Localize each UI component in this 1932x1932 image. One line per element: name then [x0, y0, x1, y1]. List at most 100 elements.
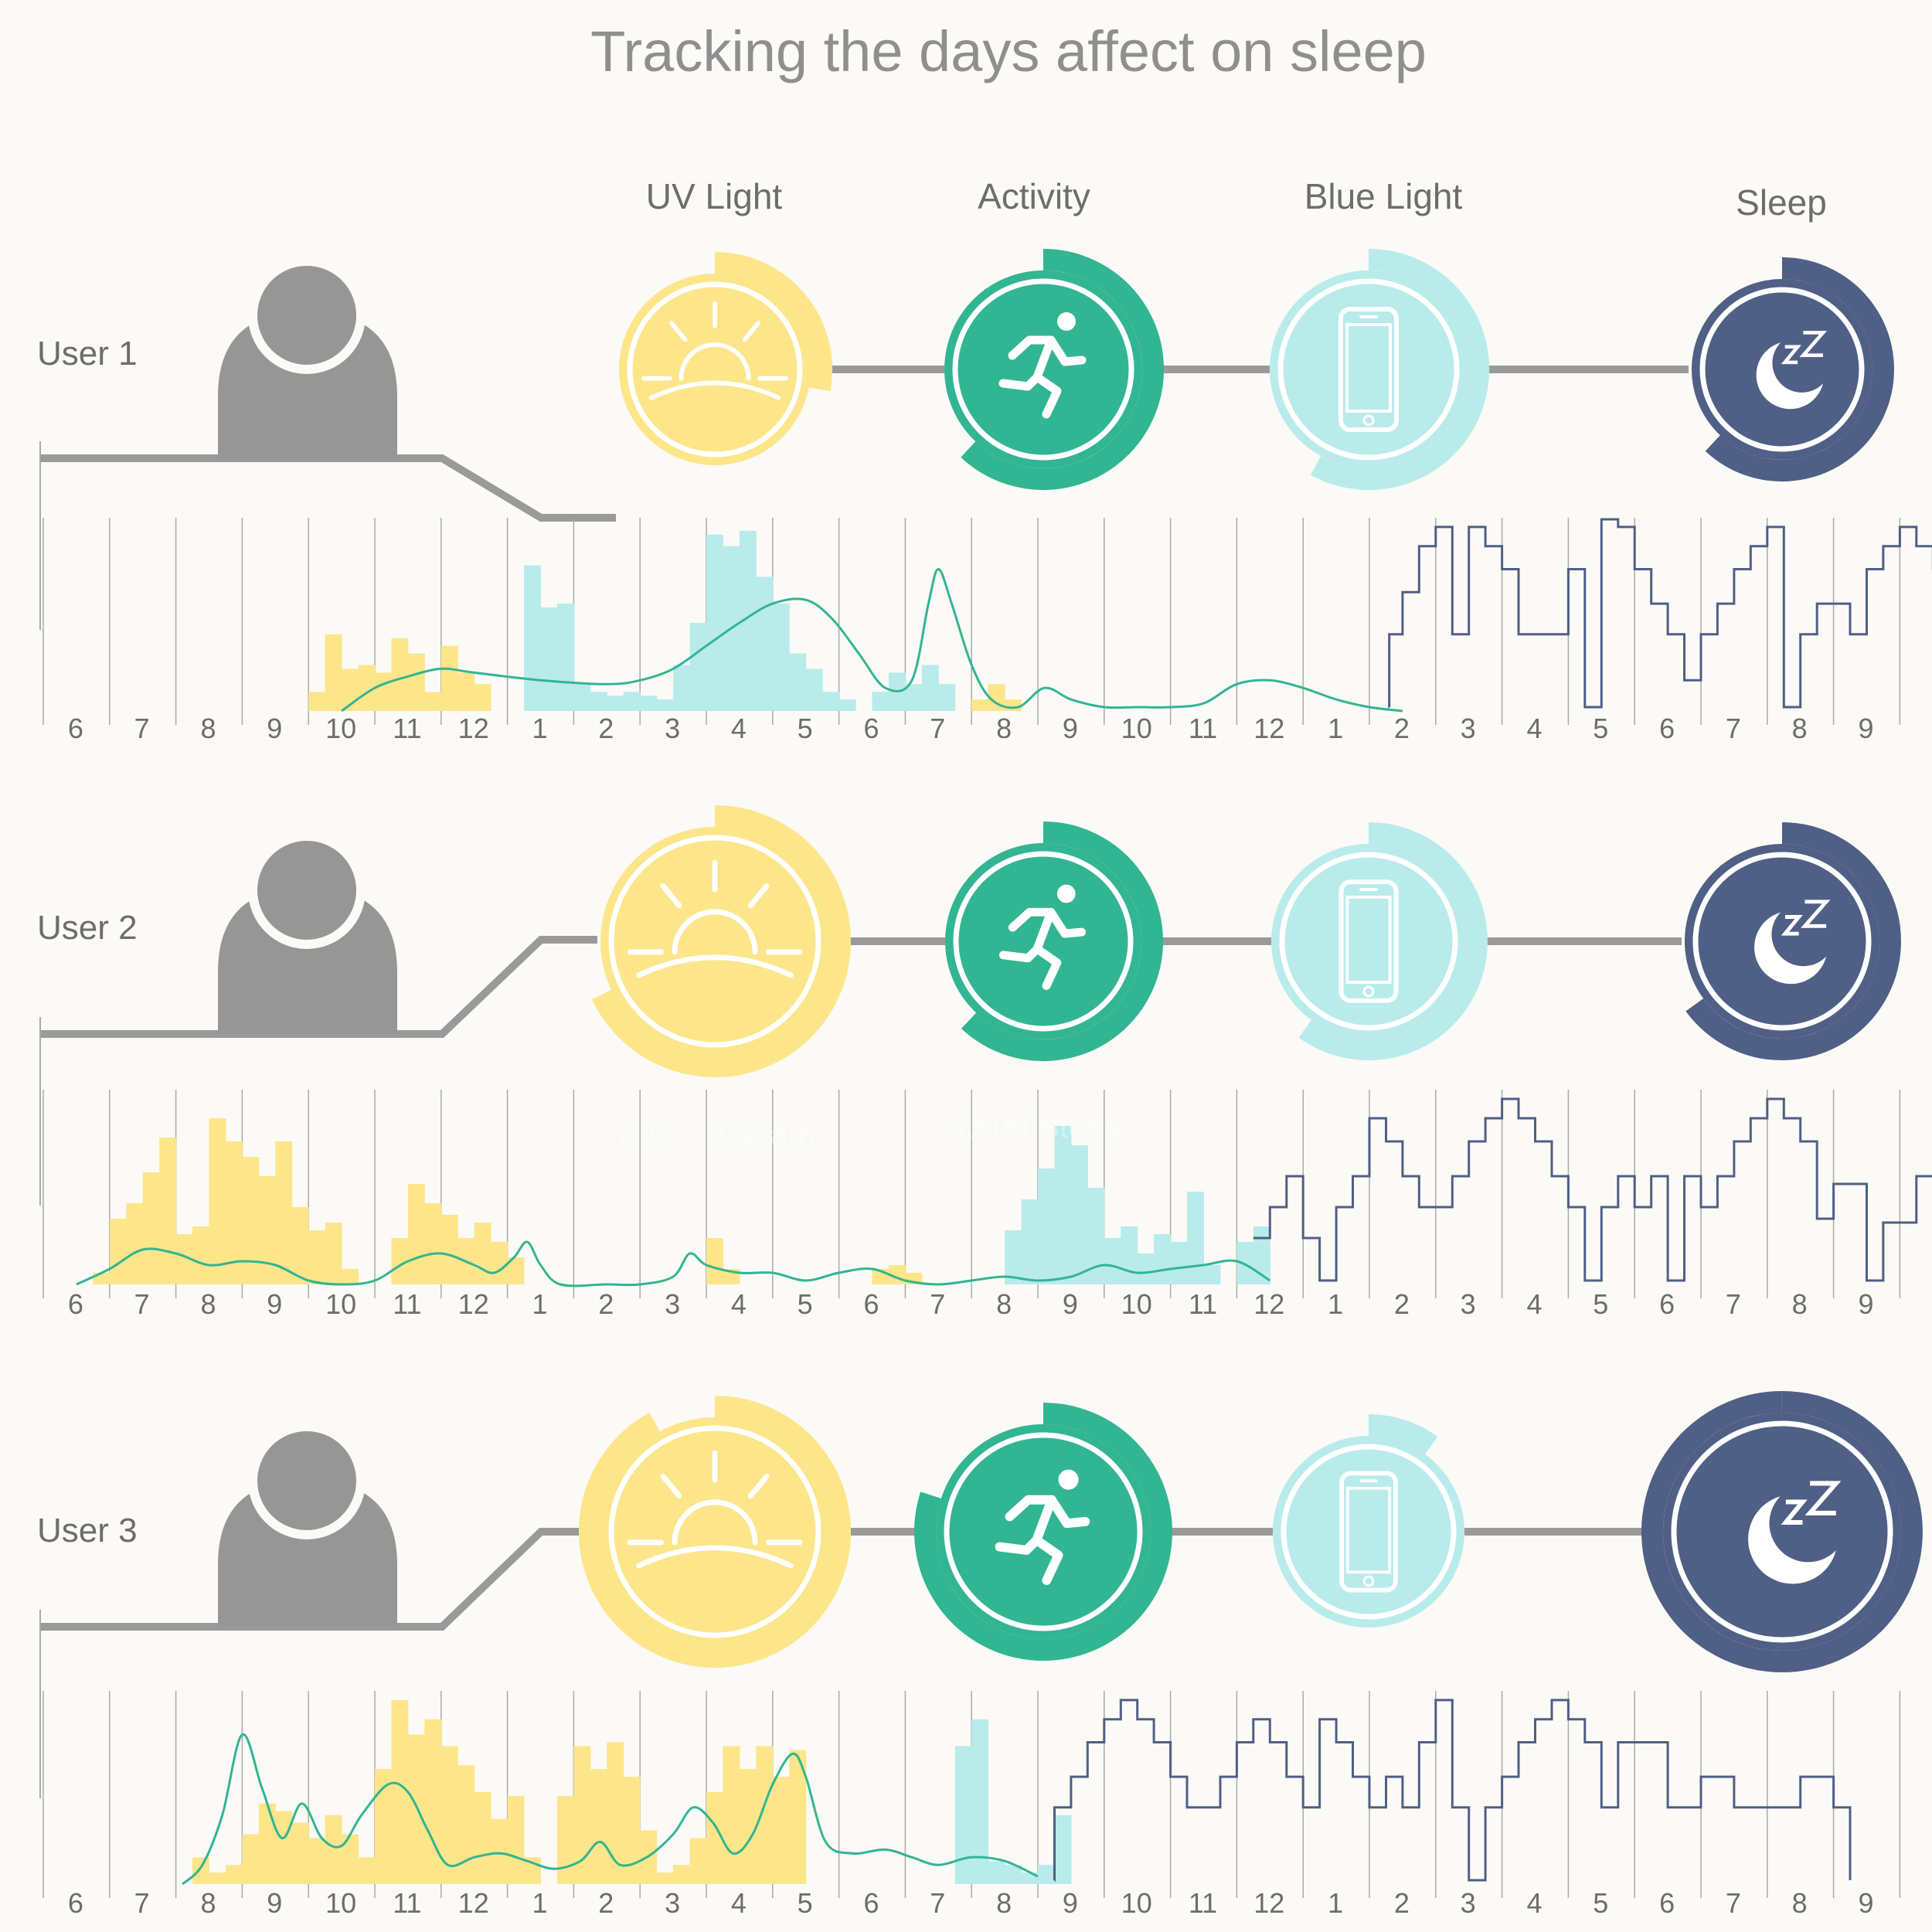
person-head-shape [248, 257, 366, 374]
x-tick-label: 11 [1189, 713, 1217, 744]
x-tick-label: 12 [458, 1288, 489, 1320]
uv-bar [308, 692, 326, 711]
activity-meter-progress-arc [961, 249, 1164, 490]
sunrise-icon [641, 301, 788, 400]
uv-bar [225, 1865, 243, 1884]
x-tick-label: 7 [134, 1288, 150, 1320]
column-header-activity: Activity [978, 176, 1090, 216]
runner-arms [1005, 1495, 1090, 1529]
x-tick-label: 10 [325, 1288, 356, 1320]
blue-light-bar [938, 684, 956, 711]
blue-light-bar [673, 665, 691, 711]
user-label: User 2 [37, 909, 138, 947]
blue-light-bar [1038, 1865, 1055, 1884]
blue-light-bar [872, 692, 889, 711]
uv-bar [391, 1699, 409, 1884]
overlay-steps: 3,500 Steps [947, 1108, 1121, 1145]
uv-bar [988, 684, 1005, 711]
x-tick-label: 6 [863, 713, 879, 744]
activity-meter-inner-ring [944, 1432, 1143, 1631]
blue-light-bar [1054, 1126, 1072, 1284]
x-tick-label: 3 [665, 713, 680, 744]
person-icon [218, 257, 397, 458]
large-z [1799, 331, 1828, 358]
phone-screen [1345, 323, 1392, 413]
phone-body [1338, 879, 1399, 1003]
person-icon [218, 1422, 397, 1627]
sunrise-icon [627, 1450, 803, 1569]
x-tick-label: 1 [1328, 1887, 1343, 1919]
runner-legs [995, 1535, 1063, 1585]
uv-bar [342, 1834, 359, 1884]
phone-home-button [1362, 1575, 1375, 1587]
x-tick-label: 5 [798, 1288, 813, 1320]
x-tick-label: 6 [1659, 1887, 1675, 1919]
blue-light-bar [1236, 1242, 1254, 1284]
blue-light-meter-progress-arc [1368, 1414, 1438, 1454]
x-tick-label: 2 [598, 713, 614, 744]
uv-bar [723, 1746, 740, 1884]
sleep-meter-disc [1692, 279, 1872, 460]
blue-light-meter-progress-arc [1310, 249, 1490, 490]
user-label: User 1 [37, 335, 138, 372]
x-tick-label: 4 [1526, 1288, 1542, 1320]
uv-bar [407, 1734, 425, 1884]
x-tick-label: 1 [532, 713, 547, 744]
uv-bar [474, 684, 492, 711]
user-label: User 3 [37, 1512, 138, 1549]
moon-shape [1756, 342, 1824, 410]
blue-light-bar [556, 604, 574, 711]
sleep-stage-line [1388, 518, 1932, 709]
uv-light-meter-inner-ring [608, 1425, 821, 1638]
x-tick-label: 3 [665, 1288, 680, 1320]
uv-bar [175, 1234, 193, 1284]
x-tick-label: 9 [267, 713, 282, 744]
uv-bar [424, 1719, 442, 1884]
uv-light-meter-disc [619, 274, 811, 465]
column-header-sleep: Sleep [1736, 182, 1827, 223]
x-tick-label: 7 [1726, 1887, 1741, 1919]
blue-light-bar [656, 699, 674, 711]
x-tick-label: 3 [1461, 1288, 1476, 1320]
x-tick-label: 7 [1726, 1288, 1741, 1320]
activity-meter-inner-ring [953, 851, 1134, 1032]
x-tick-label: 7 [134, 713, 150, 744]
uv-bar [375, 1769, 392, 1884]
running-person-icon [998, 312, 1087, 419]
uv-bar [590, 1769, 607, 1884]
uv-bar [689, 1838, 707, 1884]
moon-zzz-icon [1756, 331, 1828, 410]
large-z [1801, 900, 1831, 928]
blue-light-bar [971, 1719, 989, 1884]
x-tick-label: 7 [930, 1288, 945, 1320]
uv-bar [656, 1872, 674, 1884]
x-tick-label: 7 [1726, 713, 1741, 744]
blue-light-bar [1137, 1253, 1155, 1284]
uv-bar [971, 699, 989, 711]
x-tick-label: 9 [1858, 1288, 1873, 1320]
uv-bar [440, 645, 458, 711]
column-header-blue-light: Blue Light [1304, 176, 1463, 216]
phone-screen [1345, 895, 1392, 985]
uv-bar [424, 1203, 442, 1284]
sleep-meter-disc [1663, 1413, 1901, 1651]
uv-light-meter-disc [600, 827, 829, 1056]
uv-bar [424, 692, 442, 711]
horizon-line [636, 1545, 794, 1569]
uv-bar [209, 1118, 226, 1284]
uv-bar [159, 1138, 177, 1284]
activity-meter-progress-arc [914, 1403, 1172, 1661]
sun-ray [747, 1473, 770, 1499]
uv-bar [772, 1777, 790, 1884]
uv-bar [225, 1141, 243, 1284]
uv-bar [440, 1215, 458, 1284]
user-row-1: User 16 7 8 9 10 11 12 1 2 3 4 5 6 7 8 9 10 11 12 1 2 3 4 5 6 7 8 9 [37, 249, 1932, 744]
uv-light-meter-inner-ring [608, 835, 821, 1048]
uv-bar [491, 1818, 509, 1884]
x-tick-label: 3 [665, 1887, 680, 1919]
runner-legs [998, 372, 1062, 419]
uv-bar [739, 1769, 757, 1884]
sun-arc [679, 342, 751, 381]
